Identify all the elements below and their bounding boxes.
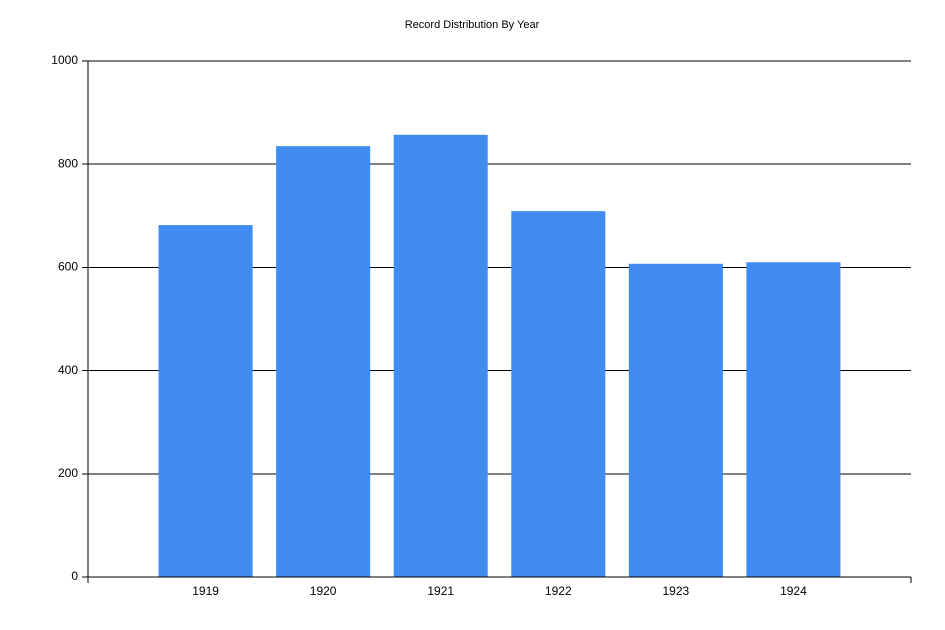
bar (746, 262, 841, 577)
y-tick-label: 0 (71, 569, 78, 583)
y-tick-label: 800 (58, 156, 78, 170)
x-tick-label: 1919 (192, 584, 219, 598)
chart-title: Record Distribution By Year (405, 19, 540, 31)
y-tick-label: 600 (58, 260, 78, 274)
x-tick-label: 1922 (545, 584, 572, 598)
bar (158, 225, 253, 577)
bar (393, 134, 488, 577)
x-tick-label: 1921 (427, 584, 454, 598)
x-tick-label: 1920 (310, 584, 337, 598)
bar (628, 263, 723, 577)
y-tick-label: 400 (58, 363, 78, 377)
bar (276, 146, 371, 577)
x-tick-label: 1924 (780, 584, 807, 598)
x-tick-label: 1923 (663, 584, 690, 598)
bar (511, 211, 606, 577)
y-tick-label: 1000 (51, 53, 78, 67)
y-tick-label: 200 (58, 466, 78, 480)
